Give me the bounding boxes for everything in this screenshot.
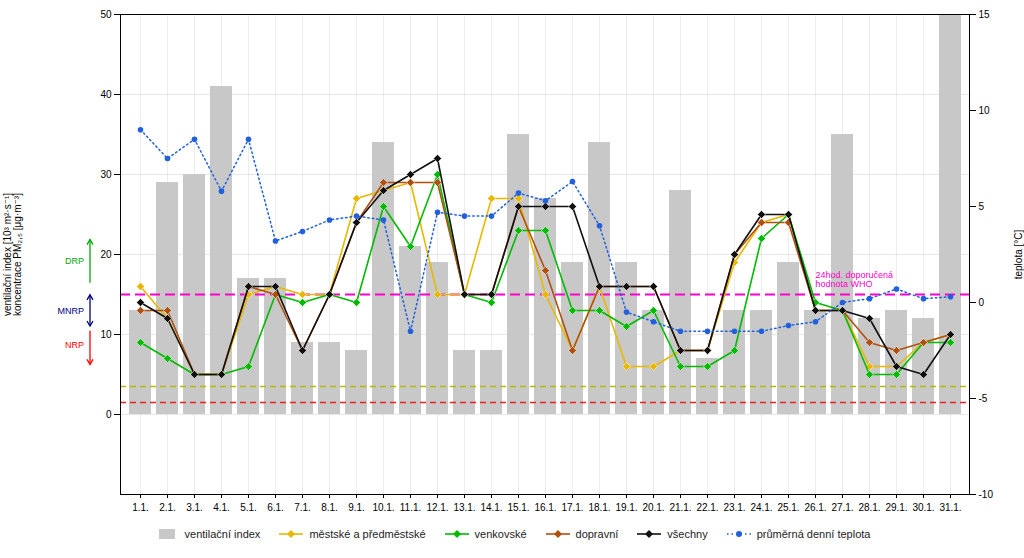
html-text:ventilační index: ventilační index [184,528,261,540]
svg-text:0: 0 [106,409,112,420]
svg-text:13.1.: 13.1. [453,502,475,513]
svg-text:24hod. doporučenáhodnota WHO: 24hod. doporučenáhodnota WHO [816,270,894,289]
svg-text:26.1.: 26.1. [804,502,826,513]
svg-text:21.1.: 21.1. [669,502,691,513]
svg-text:1.1.: 1.1. [132,502,149,513]
svg-text:31.1.: 31.1. [939,502,961,513]
svg-text:2.1.: 2.1. [159,502,176,513]
svg-text:12.1.: 12.1. [426,502,448,513]
svg-text:16.1.: 16.1. [534,502,556,513]
svg-text:8.1.: 8.1. [321,502,338,513]
html-text:všechny: všechny [667,528,708,540]
svg-text:28.1.: 28.1. [858,502,880,513]
svg-text:9.1.: 9.1. [348,502,365,513]
svg-text:50: 50 [100,9,112,20]
svg-text:30.1.: 30.1. [912,502,934,513]
svg-text:10: 10 [100,329,112,340]
svg-text:20.1.: 20.1. [642,502,664,513]
svg-text:3.1.: 3.1. [186,502,203,513]
svg-text:teplota [°C]: teplota [°C] [1013,229,1024,279]
svg-text:-10: -10 [979,489,994,500]
html-text:venkovské: venkovské [474,528,527,540]
svg-text:25.1.: 25.1. [777,502,799,513]
html-text:dopravní: dopravní [575,528,619,540]
svg-text:19.1.: 19.1. [615,502,637,513]
svg-text:14.1.: 14.1. [480,502,502,513]
svg-text:11.1.: 11.1. [400,502,422,513]
svg-text:-5: -5 [979,393,988,404]
svg-text:22.1.: 22.1. [696,502,718,513]
svg-text:DRP: DRP [65,256,84,266]
svg-text:7.1.: 7.1. [294,502,311,513]
html-text:městské a předměstské: městské a předměstské [309,528,426,540]
svg-text:27.1.: 27.1. [831,502,853,513]
svg-text:17.1.: 17.1. [561,502,583,513]
svg-text:18.1.: 18.1. [588,502,610,513]
svg-text:23.1.: 23.1. [723,502,745,513]
svg-text:5.1.: 5.1. [240,502,257,513]
svg-text:20: 20 [100,249,112,260]
html-text:průměrná denní teplota: průměrná denní teplota [756,528,871,540]
svg-text:6.1.: 6.1. [267,502,284,513]
svg-text:NRP: NRP [65,340,84,350]
svg-text:10: 10 [979,105,991,116]
svg-text:ventilační index [10³ m²·s⁻¹]k: ventilační index [10³ m²·s⁻¹]koncentrace… [2,193,23,316]
svg-text:4.1.: 4.1. [213,502,230,513]
svg-text:5: 5 [979,201,985,212]
svg-text:10.1.: 10.1. [372,502,394,513]
svg-text:24.1.: 24.1. [750,502,772,513]
svg-text:0: 0 [979,297,985,308]
svg-text:MNRP: MNRP [58,306,85,316]
svg-text:15.1.: 15.1. [507,502,529,513]
svg-text:40: 40 [100,89,112,100]
svg-text:15: 15 [979,9,991,20]
svg-text:29.1.: 29.1. [885,502,907,513]
svg-text:30: 30 [100,169,112,180]
